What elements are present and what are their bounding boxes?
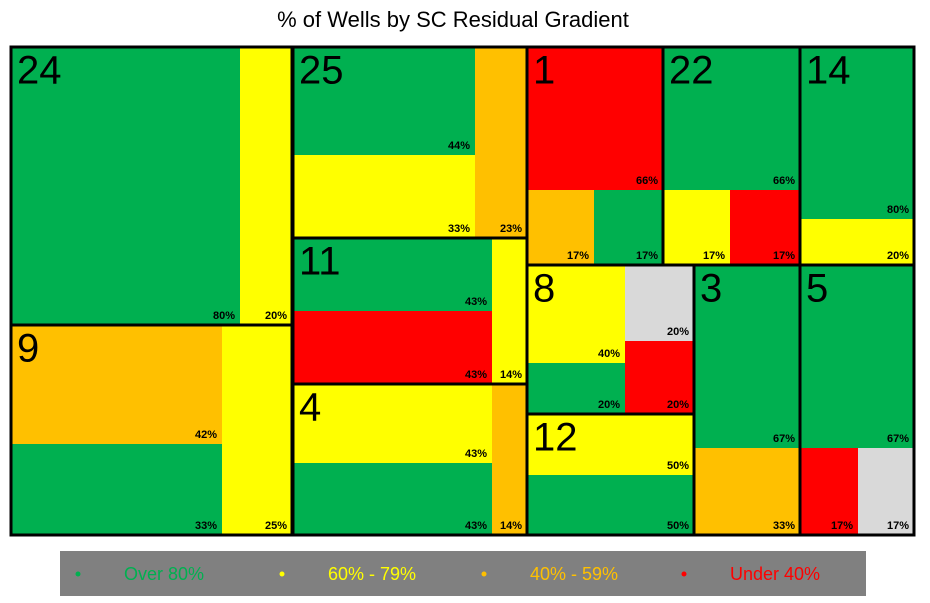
cell [800, 47, 914, 219]
cell [527, 47, 663, 190]
legend-bullet [279, 571, 285, 577]
value-label: 20% [887, 250, 909, 262]
legend-box [60, 551, 866, 596]
value-label: 20% [667, 326, 689, 338]
cell [527, 414, 694, 475]
group-label: 12 [533, 416, 578, 460]
cell [730, 190, 800, 265]
value-label: 23% [500, 223, 522, 235]
cell [11, 47, 240, 325]
value-label: 43% [465, 369, 487, 381]
group-label: 4 [299, 386, 321, 430]
cell [694, 448, 800, 535]
cell [800, 265, 914, 448]
cell [293, 384, 492, 463]
legend-label: 60% - 79% [328, 564, 416, 584]
group-label: 3 [700, 267, 722, 311]
cell [663, 190, 730, 265]
cell [11, 444, 222, 535]
cell [527, 475, 694, 535]
cell [527, 190, 594, 265]
legend-label: Under 40% [730, 564, 820, 584]
value-label: 17% [831, 520, 853, 532]
cell [527, 265, 625, 363]
cell [11, 325, 222, 444]
group-label: 8 [533, 267, 555, 311]
value-label: 20% [598, 399, 620, 411]
value-label: 42% [195, 429, 217, 441]
group-label: 1 [533, 49, 555, 93]
cell [293, 238, 492, 311]
value-label: 33% [195, 520, 217, 532]
value-label: 17% [567, 250, 589, 262]
cell [293, 311, 492, 384]
value-label: 67% [887, 433, 909, 445]
value-label: 14% [500, 520, 522, 532]
value-label: 43% [465, 448, 487, 460]
group-label: 22 [669, 49, 714, 93]
cell [800, 219, 914, 265]
value-label: 43% [465, 520, 487, 532]
value-label: 44% [448, 140, 470, 152]
cell [800, 448, 858, 535]
cell [475, 47, 527, 238]
value-label: 66% [636, 175, 658, 187]
legend-bullet [481, 571, 487, 577]
cell [492, 384, 527, 535]
value-label: 80% [887, 204, 909, 216]
value-label: 14% [500, 369, 522, 381]
value-label: 50% [667, 460, 689, 472]
value-label: 40% [598, 348, 620, 360]
legend-bullet [75, 571, 81, 577]
value-label: 80% [213, 310, 235, 322]
cell [694, 265, 800, 448]
cell [625, 341, 694, 414]
value-label: 17% [887, 520, 909, 532]
cell [527, 363, 625, 414]
value-label: 25% [265, 520, 287, 532]
group-label: 25 [299, 49, 344, 93]
value-label: 67% [773, 433, 795, 445]
group-label: 14 [806, 49, 851, 93]
cell [293, 47, 475, 155]
value-label: 43% [465, 296, 487, 308]
value-label: 50% [667, 520, 689, 532]
value-label: 17% [773, 250, 795, 262]
cell [625, 265, 694, 341]
legend-label: 40% - 59% [530, 564, 618, 584]
value-label: 33% [773, 520, 795, 532]
cell [293, 155, 475, 238]
value-label: 17% [636, 250, 658, 262]
cell [663, 47, 800, 190]
group-border [798, 263, 916, 537]
legend-label: Over 80% [124, 564, 204, 584]
group-label: 5 [806, 267, 828, 311]
cell [293, 463, 492, 535]
value-label: 20% [265, 310, 287, 322]
cell [858, 448, 914, 535]
cell [594, 190, 663, 265]
value-label: 17% [703, 250, 725, 262]
legend-bullet [681, 571, 687, 577]
group-label: 9 [17, 327, 39, 371]
chart-title: % of Wells by SC Residual Gradient [277, 7, 629, 32]
value-label: 66% [773, 175, 795, 187]
cell [222, 325, 292, 535]
cell [240, 47, 292, 325]
group-label: 24 [17, 49, 62, 93]
value-label: 20% [667, 399, 689, 411]
value-label: 33% [448, 223, 470, 235]
cell [492, 238, 527, 384]
group-label: 11 [299, 240, 341, 284]
